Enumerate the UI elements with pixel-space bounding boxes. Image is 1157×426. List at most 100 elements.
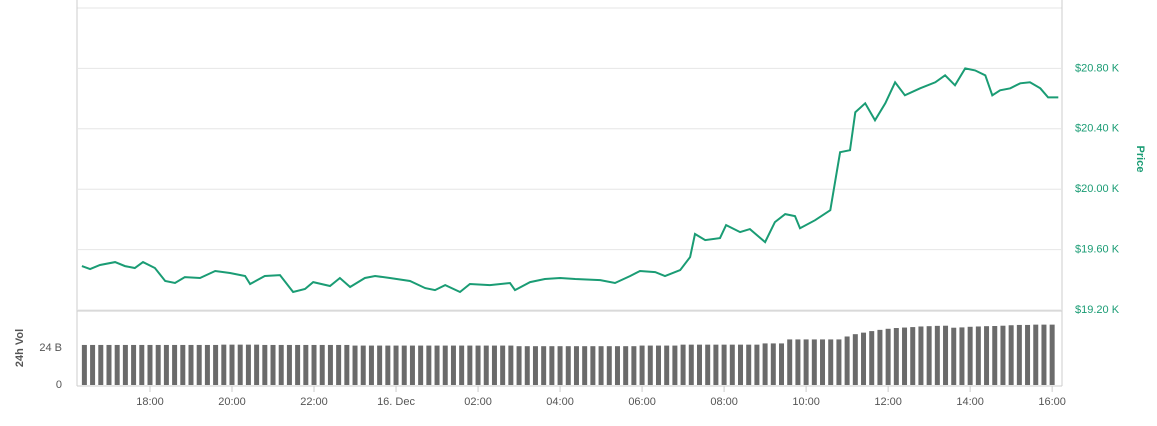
price-line [81, 67, 1059, 294]
volume-bar [967, 326, 973, 385]
volume-bar [959, 327, 965, 385]
volume-bar [270, 344, 276, 385]
volume-bar [992, 326, 998, 385]
volume-bar [450, 345, 456, 385]
volume-bar [934, 325, 940, 385]
x-tick-label: 16:00 [1038, 396, 1066, 408]
volume-bar [286, 344, 292, 385]
volume-bar [975, 326, 981, 385]
volume-bar [508, 345, 514, 385]
volume-bar [680, 344, 686, 385]
volume-bar [172, 344, 178, 385]
x-tick-label: 16. Dec [377, 396, 415, 408]
volume-bar [885, 328, 891, 385]
volume-bar [828, 339, 834, 385]
volume-bar [746, 344, 752, 385]
volume-bar [385, 345, 391, 385]
volume-bar [106, 344, 112, 385]
volume-bar [131, 344, 137, 385]
volume-bar [180, 344, 186, 385]
volume-bar [360, 345, 366, 385]
volume-bar [664, 345, 670, 385]
volume-bar [311, 344, 317, 385]
volume-bar [229, 344, 235, 385]
volume-bar [910, 327, 916, 385]
volume-bar [820, 339, 826, 385]
volume-bar [869, 331, 875, 385]
volume-bar [951, 327, 957, 385]
y-tick-label: $19.20 K [1075, 304, 1120, 316]
volume-bar [762, 343, 768, 385]
volume-bar [803, 339, 809, 385]
volume-bar [352, 345, 358, 385]
volume-bar [557, 346, 563, 385]
price-axis-label: Price [1134, 146, 1146, 173]
volume-bar [647, 345, 653, 385]
volume-bar [943, 325, 949, 385]
volume-bar [327, 344, 333, 385]
volume-bar [147, 344, 153, 385]
volume-bar [631, 346, 637, 385]
volume-bar [213, 344, 219, 385]
volume-bar [336, 344, 342, 385]
x-tick-label: 20:00 [218, 396, 246, 408]
volume-bar [1008, 325, 1014, 385]
volume-bar [861, 332, 867, 385]
volume-bar [319, 344, 325, 385]
volume-bar [565, 346, 571, 385]
y-tick-label: $20.80 K [1075, 62, 1120, 74]
volume-bar [81, 344, 87, 385]
volume-bar [614, 346, 620, 385]
volume-bar [459, 345, 465, 385]
volume-bar [139, 344, 145, 385]
y-tick-label: 0 [56, 379, 62, 391]
volume-bar [754, 344, 760, 385]
volume-bar [426, 345, 432, 385]
volume-bar [549, 346, 555, 385]
volume-bar [475, 345, 481, 385]
volume-bar [705, 344, 711, 385]
volume-bar [836, 339, 842, 385]
volume-bar [713, 344, 719, 385]
volume-bar [787, 339, 793, 385]
volume-bar [491, 345, 497, 385]
x-tick-label: 22:00 [300, 396, 328, 408]
volume-bar [434, 345, 440, 385]
volume-bar [278, 344, 284, 385]
volume-bar [467, 345, 473, 385]
volume-bar [377, 345, 383, 385]
volume-bar [655, 345, 661, 385]
volume-bar [1033, 324, 1039, 385]
x-tick-label: 02:00 [464, 396, 492, 408]
volume-bar [738, 344, 744, 385]
volume-bar [696, 344, 702, 385]
volume-bar [262, 344, 268, 385]
volume-bar [155, 344, 161, 385]
volume-bar [368, 345, 374, 385]
y-tick-label: $20.00 K [1075, 183, 1120, 195]
volume-bar [516, 346, 522, 385]
volume-bar [409, 345, 415, 385]
volume-bar [893, 328, 899, 385]
volume-bar [204, 344, 210, 385]
volume-bar [541, 346, 547, 385]
volume-bar [573, 346, 579, 385]
volume-bar [196, 344, 202, 385]
volume-bar [1041, 324, 1047, 385]
x-tick-label: 12:00 [874, 396, 902, 408]
x-tick-label: 10:00 [792, 396, 820, 408]
volume-bar [1049, 324, 1055, 385]
volume-bar [902, 327, 908, 385]
volume-bar [418, 345, 424, 385]
volume-bar [221, 344, 227, 385]
volume-bar [1016, 324, 1022, 385]
volume-bar [688, 344, 694, 385]
y-tick-label: $19.60 K [1075, 244, 1120, 256]
volume-bar [442, 345, 448, 385]
x-tick-label: 14:00 [956, 396, 984, 408]
volume-bar [1025, 324, 1031, 385]
volume-bar [303, 344, 309, 385]
volume-bar [245, 344, 251, 385]
y-tick-label: 24 B [39, 342, 62, 354]
